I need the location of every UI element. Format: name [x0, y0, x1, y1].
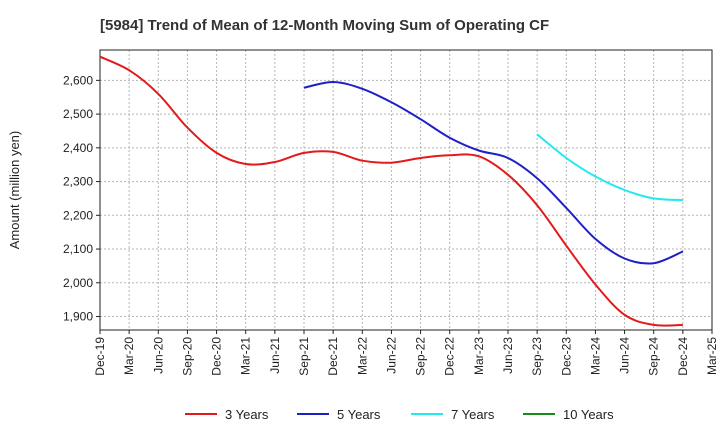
x-tick-label: Sep-23 — [530, 337, 544, 376]
x-tick-label: Sep-22 — [414, 337, 428, 376]
x-tick-label: Dec-22 — [443, 337, 457, 376]
y-tick-label: 2,500 — [63, 107, 93, 121]
x-tick-label: Dec-21 — [326, 337, 340, 376]
legend-label-5-years: 5 Years — [337, 407, 381, 422]
x-tick-label: Dec-19 — [93, 337, 107, 376]
x-tick-label: Mar-20 — [122, 337, 136, 375]
x-tick-label: Mar-23 — [472, 337, 486, 375]
series-line-3-years — [99, 55, 683, 327]
y-axis-label: Amount (million yen) — [7, 131, 22, 250]
series-line-7-years — [536, 133, 683, 202]
x-tick-label: Dec-23 — [559, 337, 573, 376]
legend-label-7-years: 7 Years — [451, 407, 495, 422]
y-tick-label: 2,300 — [63, 175, 93, 189]
x-tick-label: Sep-24 — [647, 337, 661, 376]
x-tick-label: Dec-24 — [676, 337, 690, 376]
y-axis: 1,900 2,000 2,100 2,200 2,300 2,400 2,500 2,600 — [63, 73, 100, 324]
y-tick-label: 2,100 — [63, 242, 93, 256]
grid-lines — [100, 50, 712, 330]
series-line-5-years — [303, 80, 684, 265]
x-tick-label: Jun-21 — [268, 337, 282, 374]
x-tick-label: Jun-20 — [151, 337, 165, 374]
x-tick-label: Sep-20 — [180, 337, 194, 376]
x-tick-label: Mar-21 — [239, 337, 253, 375]
legend: 3 Years 5 Years 7 Years 10 Years — [185, 407, 614, 422]
x-tick-label: Mar-22 — [355, 337, 369, 375]
y-tick-label: 2,000 — [63, 276, 93, 290]
plot-area — [99, 49, 713, 331]
x-tick-label: Jun-23 — [501, 337, 515, 374]
x-tick-label: Mar-24 — [588, 337, 602, 375]
y-tick-label: 2,600 — [63, 73, 93, 87]
x-tick-label: Jun-24 — [618, 337, 632, 374]
chart-title: [5984] Trend of Mean of 12-Month Moving … — [100, 17, 549, 34]
y-tick-label: 2,200 — [63, 208, 93, 222]
series-lines — [99, 55, 684, 327]
x-tick-label: Mar-25 — [705, 337, 719, 375]
y-tick-label: 1,900 — [63, 310, 93, 324]
legend-label-10-years: 10 Years — [563, 407, 614, 422]
x-tick-label: Dec-20 — [210, 337, 224, 376]
legend-label-3-years: 3 Years — [225, 407, 269, 422]
x-axis: Dec-19 Mar-20 Jun-20 Sep-20 Dec-20 Mar-21 Jun-… — [93, 330, 719, 376]
x-tick-label: Sep-21 — [297, 337, 311, 376]
x-tick-label: Jun-22 — [384, 337, 398, 374]
y-tick-label: 2,400 — [63, 141, 93, 155]
